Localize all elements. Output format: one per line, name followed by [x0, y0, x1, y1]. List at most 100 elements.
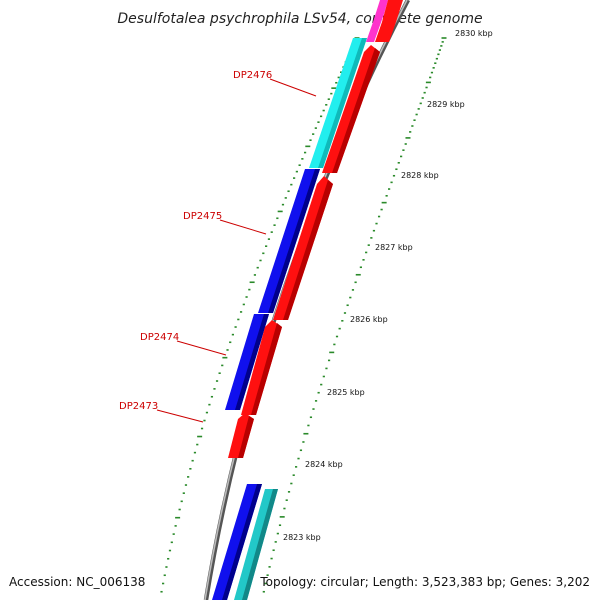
inner-minor-tick	[237, 318, 240, 321]
inner-minor-tick	[248, 288, 251, 291]
scale-minor-tick	[333, 343, 336, 346]
scale-minor-tick	[413, 119, 416, 122]
gene-labels: DP2476 DP2475 DP2474 DP2473	[119, 70, 317, 423]
scale-label-2826: 2826 kbp	[350, 315, 388, 324]
inner-minor-tick	[287, 190, 290, 193]
scale-minor-tick	[270, 557, 273, 560]
scale-major-tick	[425, 81, 431, 84]
scale-minor-tick	[388, 188, 391, 190]
scale-minor-tick	[354, 281, 357, 284]
scale-minor-tick	[320, 383, 323, 386]
inner-minor-tick	[163, 574, 166, 577]
scale-minor-tick	[312, 408, 315, 410]
inner-minor-tick	[239, 311, 243, 313]
scale-label-2823: 2823 kbp	[283, 533, 321, 542]
scale-label-2828: 2828 kbp	[401, 171, 439, 180]
gene-label-dp2473[interactable]: DP2473	[119, 401, 158, 412]
scale-minor-tick	[341, 319, 344, 322]
scale-minor-tick	[327, 359, 331, 362]
feature-red-top[interactable]	[375, 0, 403, 42]
inner-minor-tick	[184, 484, 188, 486]
inner-minor-tick	[295, 170, 298, 173]
gene-label-dp2476[interactable]: DP2476	[233, 70, 272, 81]
scale-minor-tick	[430, 71, 434, 74]
inner-minor-tick	[174, 525, 177, 527]
scale-minor-tick	[322, 375, 325, 378]
gene-label-dp2475[interactable]: DP2475	[183, 211, 222, 222]
scale-minor-tick	[402, 149, 405, 151]
inner-minor-tick	[182, 492, 185, 494]
inner-minor-tick	[259, 259, 262, 262]
scale-minor-tick	[349, 296, 352, 299]
inner-major-tick	[175, 516, 181, 519]
feature-magenta-top[interactable]	[366, 0, 388, 42]
scale-minor-tick	[338, 327, 341, 330]
forward-strand-features[interactable]	[228, 0, 403, 458]
scale-minor-tick	[297, 457, 300, 460]
inner-minor-tick	[290, 183, 293, 186]
inner-minor-tick	[187, 476, 190, 478]
inner-minor-tick	[281, 203, 285, 206]
scale-minor-tick	[409, 131, 412, 133]
inner-minor-tick	[256, 266, 259, 269]
scale-minor-tick	[437, 53, 440, 56]
accession-text: Accession: NC_006138	[9, 575, 145, 589]
scale-minor-tick	[441, 41, 444, 43]
scale-tick-track	[262, 37, 447, 593]
scale-minor-tick	[264, 582, 267, 585]
inner-minor-tick	[168, 549, 172, 552]
inner-minor-tick	[162, 582, 165, 585]
scale-minor-tick	[266, 574, 269, 576]
inner-minor-tick	[193, 451, 197, 454]
scale-major-tick	[329, 351, 335, 354]
scale-label-2827: 2827 kbp	[375, 243, 413, 252]
scale-minor-tick	[290, 482, 293, 485]
inner-minor-tick	[165, 566, 168, 568]
scale-minor-tick	[302, 441, 305, 443]
scale-minor-tick	[351, 289, 355, 291]
inner-minor-tick	[160, 590, 163, 593]
scale-minor-tick	[395, 168, 398, 171]
scale-minor-tick	[307, 424, 310, 427]
scale-minor-tick	[287, 491, 291, 493]
inner-minor-tick	[284, 197, 287, 199]
inner-minor-tick	[231, 333, 234, 336]
scale-minor-tick	[370, 237, 373, 239]
gene-label-dp2474[interactable]: DP2474	[140, 332, 179, 343]
scale-minor-tick	[417, 108, 420, 110]
scale-minor-tick	[397, 161, 400, 164]
scale-minor-tick	[385, 195, 388, 197]
inner-minor-tick	[330, 92, 333, 95]
scale-minor-tick	[365, 251, 368, 254]
scale-minor-tick	[435, 57, 438, 60]
scale-minor-tick	[392, 174, 396, 177]
inner-minor-tick	[325, 104, 328, 106]
scale-major-tick	[405, 137, 411, 139]
inner-minor-tick	[245, 296, 248, 298]
inner-minor-tick	[229, 341, 232, 344]
inner-minor-tick	[242, 303, 245, 306]
scale-labels: 2830 kbp 2829 kbp 2828 kbp 2827 kbp 2826…	[283, 29, 493, 542]
inner-minor-tick	[215, 380, 219, 382]
scale-major-tick	[303, 432, 309, 435]
leader-line-dp2476	[269, 78, 317, 97]
inner-minor-tick	[178, 508, 181, 511]
inner-minor-tick	[196, 443, 199, 446]
inner-minor-tick	[205, 411, 209, 414]
scale-minor-tick	[440, 45, 443, 47]
inner-major-tick	[277, 210, 283, 213]
inner-tick-track	[160, 37, 360, 593]
inner-minor-tick	[218, 372, 221, 375]
scale-minor-tick	[335, 335, 339, 338]
inner-minor-tick	[265, 245, 268, 247]
inner-minor-tick	[303, 151, 307, 154]
genome-backbone	[203, 0, 410, 600]
inner-minor-tick	[170, 541, 173, 544]
scale-minor-tick	[268, 566, 271, 568]
inner-minor-tick	[191, 459, 194, 462]
scale-major-tick	[279, 516, 285, 518]
topology-text: Topology: circular; Length: 3,523,383 bp…	[259, 575, 590, 589]
inner-minor-tick	[234, 326, 237, 328]
scale-minor-tick	[294, 466, 298, 468]
